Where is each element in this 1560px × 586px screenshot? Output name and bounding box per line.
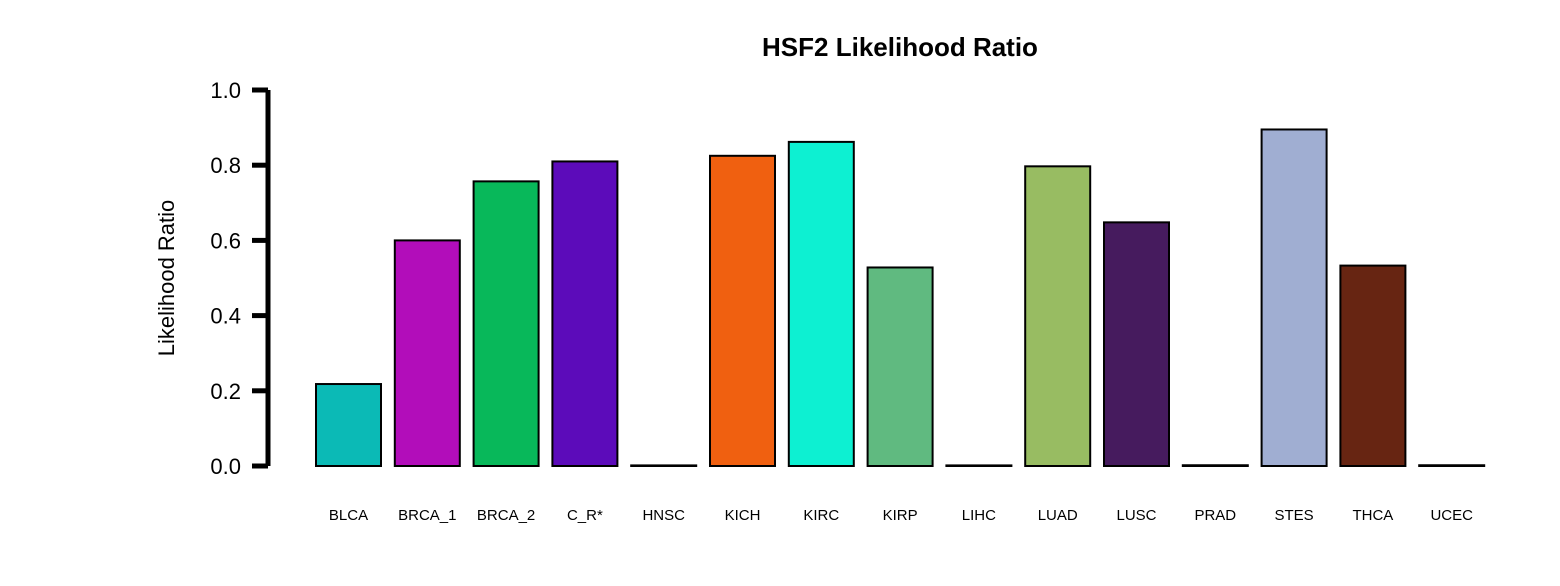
chart-title: HSF2 Likelihood Ratio: [762, 32, 1038, 62]
x-tick-label: STES: [1275, 507, 1314, 524]
x-tick-label: BRCA_2: [477, 507, 535, 524]
bar-ucec: [1418, 464, 1486, 467]
bar-kirc: [787, 140, 855, 467]
x-tick-label: LUSC: [1116, 507, 1156, 524]
y-tick-label: 0.0: [210, 454, 241, 479]
bar-thca: [1339, 264, 1407, 468]
x-tick-label: THCA: [1352, 507, 1393, 524]
bar-lihc: [945, 464, 1013, 467]
x-tick-label: HNSC: [642, 507, 685, 524]
x-tick-label: LUAD: [1038, 507, 1078, 524]
bar-kirp: [866, 266, 934, 467]
x-tick-label: KIRC: [803, 507, 839, 524]
bar-blca: [315, 383, 382, 468]
y-axis-label: Likelihood Ratio: [154, 200, 179, 357]
y-tick-label: 0.4: [210, 304, 241, 329]
bar-hnsc: [630, 464, 698, 467]
y-tick-label: 1.0: [210, 78, 241, 103]
x-tick-label: UCEC: [1430, 507, 1473, 524]
bar-kich: [709, 154, 776, 468]
bar-stes: [1260, 128, 1328, 467]
bar-brca-1: [393, 239, 461, 467]
x-tick-label: KICH: [725, 507, 761, 524]
x-tick-label: BRCA_1: [398, 507, 456, 524]
x-tick-label: KIRP: [883, 507, 918, 524]
bar-luad: [1024, 165, 1092, 467]
y-tick-label: 0.8: [210, 153, 241, 178]
bar-c-r: [551, 160, 619, 467]
bars-group: [315, 128, 1486, 468]
y-tick-label: 0.2: [210, 379, 241, 404]
bar-prad: [1181, 464, 1249, 467]
x-tick-label: LIHC: [962, 507, 996, 524]
x-axis-labels: BLCA BRCA_1 BRCA_2 C_R* HNSC KICH KIRC KIRP LIHC…: [329, 507, 1473, 524]
x-tick-label: BLCA: [329, 507, 368, 524]
y-axis-ticks: 0.0 0.2 0.4 0.6 0.8 1.0: [210, 78, 268, 479]
x-tick-label: C_R*: [567, 507, 603, 524]
x-tick-label: PRAD: [1194, 507, 1236, 524]
bar-brca-2: [472, 180, 540, 467]
bar-lusc: [1103, 221, 1170, 467]
y-tick-label: 0.6: [210, 228, 241, 253]
